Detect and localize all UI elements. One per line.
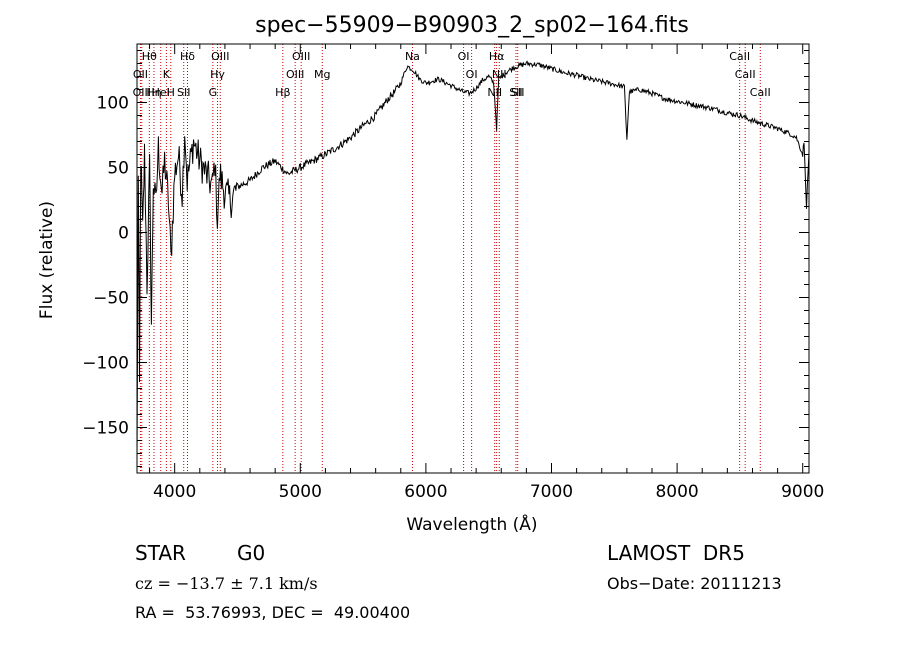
marker-label: Hβ: [275, 86, 290, 99]
y-axis-label: Flux (relative): [37, 201, 57, 319]
object-class-label: STAR: [135, 541, 186, 565]
chart-title: spec−55909−B90903_2_sp02−164.fits: [255, 13, 689, 38]
marker-label: Hγ: [210, 68, 225, 81]
marker-label: CaII: [735, 68, 756, 81]
x-tick-label: 9000: [781, 482, 824, 502]
marker-label: Hα: [489, 50, 505, 63]
marker-label: SII: [509, 86, 522, 99]
y-tick-label: −50: [93, 289, 129, 309]
x-tick-label: 8000: [655, 482, 698, 502]
y-tick-label: 50: [107, 159, 129, 179]
spectrum-series-group: [136, 60, 810, 461]
y-tick-label: −150: [82, 419, 129, 439]
marker-label: HeI: [152, 86, 170, 99]
marker-label: SII: [511, 86, 524, 99]
marker-label: NII: [492, 68, 507, 81]
marker-label: OI: [466, 68, 478, 81]
marker-label: OIII: [286, 68, 304, 81]
marker-label: NII: [487, 86, 502, 99]
x-tick-label: 5000: [279, 482, 322, 502]
marker-label: OI: [458, 50, 470, 63]
marker-label: Hδ: [180, 50, 195, 63]
marker-label: K: [163, 68, 171, 81]
x-tick-label: 6000: [404, 482, 447, 502]
marker-label: CaII: [729, 50, 750, 63]
y-axis-ticks: −150 −100 −50 0 50 100: [82, 50, 809, 467]
x-tick-label: 7000: [530, 482, 573, 502]
marker-label: SII: [177, 86, 190, 99]
marker-label: G: [209, 86, 218, 99]
object-subclass-label: G0: [237, 541, 266, 565]
marker-label: Hθ: [142, 50, 157, 63]
marker-label: Hη: [146, 86, 161, 99]
redshift-velocity: cz = −13.7 ± 7.1 km/s: [135, 574, 318, 593]
x-tick-label: 4000: [153, 482, 196, 502]
y-tick-label: −100: [82, 354, 129, 374]
x-axis-ticks: 4000 5000 6000 7000 8000 9000: [149, 44, 824, 502]
marker-label: CaII: [750, 86, 771, 99]
y-tick-label: 100: [97, 94, 129, 114]
x-axis-label: Wavelength (Å): [406, 513, 537, 535]
ra-dec-coordinates: RA = 53.76993, DEC = 49.00400: [135, 603, 411, 622]
marker-label: H: [167, 86, 175, 99]
marker-label: OIII: [292, 50, 310, 63]
plot-frame: [136, 43, 810, 474]
marker-label: OIII: [133, 86, 151, 99]
marker-label: Na: [405, 50, 420, 63]
marker-label: OII: [133, 68, 148, 81]
survey-label: LAMOST DR5: [607, 541, 745, 565]
spectrum-line: [136, 60, 810, 461]
marker-lines-group: [139, 44, 761, 473]
marker-label: Mg: [314, 68, 330, 81]
observation-date: Obs−Date: 20111213: [607, 574, 782, 593]
y-tick-label: 0: [118, 224, 129, 244]
marker-label: OIII: [211, 50, 229, 63]
